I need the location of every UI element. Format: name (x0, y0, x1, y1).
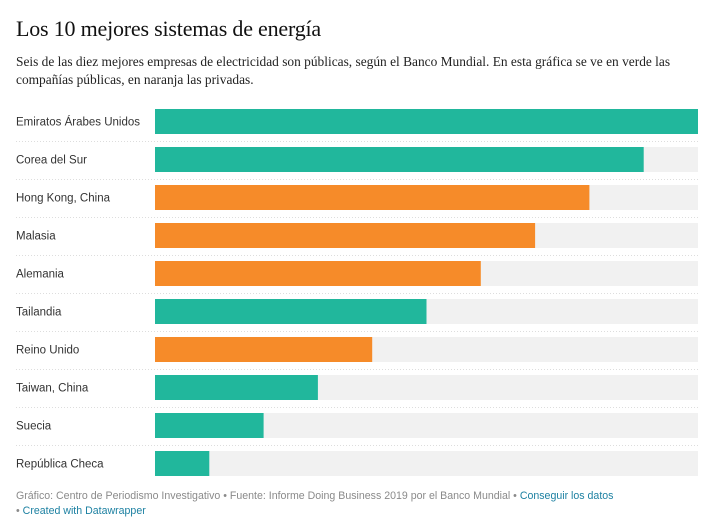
chart-subtitle: Seis de las diez mejores empresas de ele… (16, 54, 671, 87)
category-label: Malasia (16, 231, 56, 243)
footer-credit: Gráfico: Centro de Periodismo Investigat… (16, 490, 520, 502)
bar-row: Malasia (16, 217, 698, 248)
category-label: Tailandia (16, 307, 62, 319)
bar-row: Hong Kong, China (16, 179, 698, 210)
bar-public (155, 147, 644, 172)
footer: Gráfico: Centro de Periodismo Investigat… (16, 489, 696, 519)
bar-row: Alemania (16, 255, 698, 286)
created-with-datawrapper-link[interactable]: Created with Datawrapper (22, 505, 146, 517)
category-label: Alemania (16, 269, 65, 281)
category-label: República Checa (16, 459, 104, 471)
bar-row: República Checa (16, 445, 698, 476)
bar-public (155, 375, 318, 400)
bar-row: Reino Unido (16, 331, 698, 362)
bar-private (155, 185, 590, 210)
category-label: Reino Unido (16, 345, 79, 357)
bar-public (155, 109, 698, 134)
bar-row: Corea del Sur (16, 141, 698, 172)
bar-row: Emiratos Árabes Unidos (16, 109, 698, 134)
bar-private (155, 223, 536, 248)
get-data-link[interactable]: Conseguir los datos (519, 490, 614, 502)
footer-separator: • (16, 505, 20, 517)
category-label: Suecia (16, 421, 52, 433)
bar-row: Suecia (16, 407, 698, 438)
bar-private (155, 337, 373, 362)
chart-title: Los 10 mejores sistemas de energía (16, 16, 321, 41)
category-label: Corea del Sur (16, 155, 87, 167)
bar-public (155, 413, 264, 438)
bar-private (155, 261, 481, 286)
bar-public (155, 299, 427, 324)
bar-row: Tailandia (16, 293, 698, 324)
bar-track (155, 451, 698, 476)
category-label: Emiratos Árabes Unidos (16, 116, 140, 129)
bar-public (155, 451, 210, 476)
category-label: Hong Kong, China (16, 193, 111, 205)
category-label: Taiwan, China (16, 383, 89, 395)
bar-row: Taiwan, China (16, 369, 698, 400)
